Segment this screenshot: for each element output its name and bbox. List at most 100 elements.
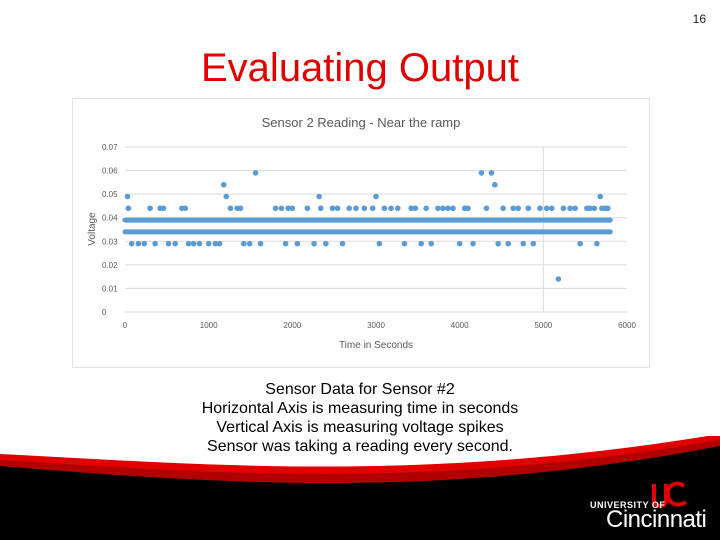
x-tick-label: 1000 [200, 321, 218, 330]
data-point [408, 205, 414, 212]
data-point [515, 205, 522, 212]
y-tick-label: 0.06 [102, 167, 118, 176]
data-point [160, 205, 167, 212]
data-point [450, 205, 456, 212]
data-point [289, 205, 296, 212]
y-tick-label: 0.03 [102, 237, 118, 246]
data-point [282, 240, 289, 247]
data-point [597, 193, 604, 200]
data-point [257, 240, 264, 247]
data-point [304, 205, 311, 212]
data-point [237, 205, 244, 212]
data-point [147, 205, 153, 212]
data-point [560, 205, 567, 212]
data-point [495, 240, 501, 247]
data-point [594, 240, 600, 247]
data-point [492, 181, 498, 188]
x-tick-label: 3000 [367, 321, 385, 330]
data-point [128, 240, 135, 247]
x-tick-labels: 0 1000 2000 3000 4000 5000 6000 [123, 321, 637, 330]
x-axis-label: Time in Seconds [339, 340, 413, 351]
chart-title: Sensor 2 Reading - Near the ramp [262, 115, 461, 130]
baseline-bands [122, 217, 613, 235]
data-point [591, 205, 598, 212]
data-point [388, 205, 394, 212]
caption-line: Sensor Data for Sensor #2 [265, 381, 455, 398]
y-tick-label: 0.01 [102, 284, 118, 293]
data-point [216, 240, 223, 247]
data-point [555, 276, 562, 282]
data-point [346, 205, 353, 212]
data-point [376, 240, 383, 247]
data-point [478, 170, 485, 176]
data-point [124, 193, 131, 200]
data-point [125, 205, 132, 212]
data-point [135, 240, 142, 247]
y-tick-label: 0.05 [102, 190, 118, 199]
data-point [530, 240, 537, 247]
data-point [567, 205, 573, 212]
y-tick-label: 0.02 [102, 261, 118, 270]
x-tick-label: 4000 [451, 321, 469, 330]
data-point [212, 240, 219, 247]
data-point [182, 205, 189, 212]
y-tick-label: 0 [102, 308, 107, 317]
slide-caption: Sensor Data for Sensor #2 Horizontal Axi… [0, 380, 720, 456]
data-point [246, 240, 253, 247]
data-point [587, 205, 593, 212]
data-point [435, 205, 441, 212]
data-point [401, 240, 408, 247]
data-point [152, 240, 158, 247]
footer-shape [0, 436, 720, 540]
data-point [394, 205, 401, 212]
x-tick-label: 2000 [283, 321, 301, 330]
data-point [252, 170, 259, 176]
data-point [329, 205, 336, 212]
data-point [423, 205, 430, 212]
data-point [165, 240, 172, 247]
page-number: 16 [692, 12, 706, 26]
y-tick-label: 0.04 [102, 214, 118, 223]
data-point [311, 240, 317, 247]
data-point [323, 240, 329, 247]
data-point [334, 205, 341, 212]
data-point [445, 205, 451, 212]
data-point [241, 240, 247, 247]
data-point [604, 205, 611, 212]
data-point [428, 240, 435, 247]
data-point [227, 205, 234, 212]
data-point [141, 240, 148, 247]
slide-title: Evaluating Output [201, 46, 519, 90]
data-point [456, 240, 463, 247]
data-point [220, 181, 227, 188]
data-point [285, 205, 291, 212]
logo-university-of: UNIVERSITY OF [590, 500, 666, 510]
data-point [488, 170, 495, 176]
data-point [205, 240, 212, 247]
data-point [520, 240, 527, 247]
uc-logo-mark [652, 481, 688, 508]
y-tick-labels: 0 0.01 0.02 0.03 0.04 0.05 0.06 0.07 [102, 143, 118, 317]
data-point [190, 240, 197, 247]
data-point [525, 205, 532, 212]
caption-line: Vertical Axis is measuring voltage spike… [216, 419, 504, 436]
footer-band [0, 436, 720, 540]
data-point [317, 205, 324, 212]
data-point [418, 240, 424, 247]
data-point [412, 205, 419, 212]
data-point [470, 240, 476, 247]
data-point [353, 205, 359, 212]
data-point [543, 205, 550, 212]
data-point [278, 205, 285, 212]
data-point [373, 193, 379, 200]
data-point [577, 240, 583, 247]
x-tick-label: 6000 [618, 321, 636, 330]
data-point [316, 193, 322, 200]
data-point [361, 205, 368, 212]
data-point [572, 205, 578, 212]
data-point [381, 205, 388, 212]
data-point [606, 217, 613, 223]
data-point [185, 240, 192, 247]
data-point [537, 205, 543, 212]
data-point [339, 240, 346, 247]
